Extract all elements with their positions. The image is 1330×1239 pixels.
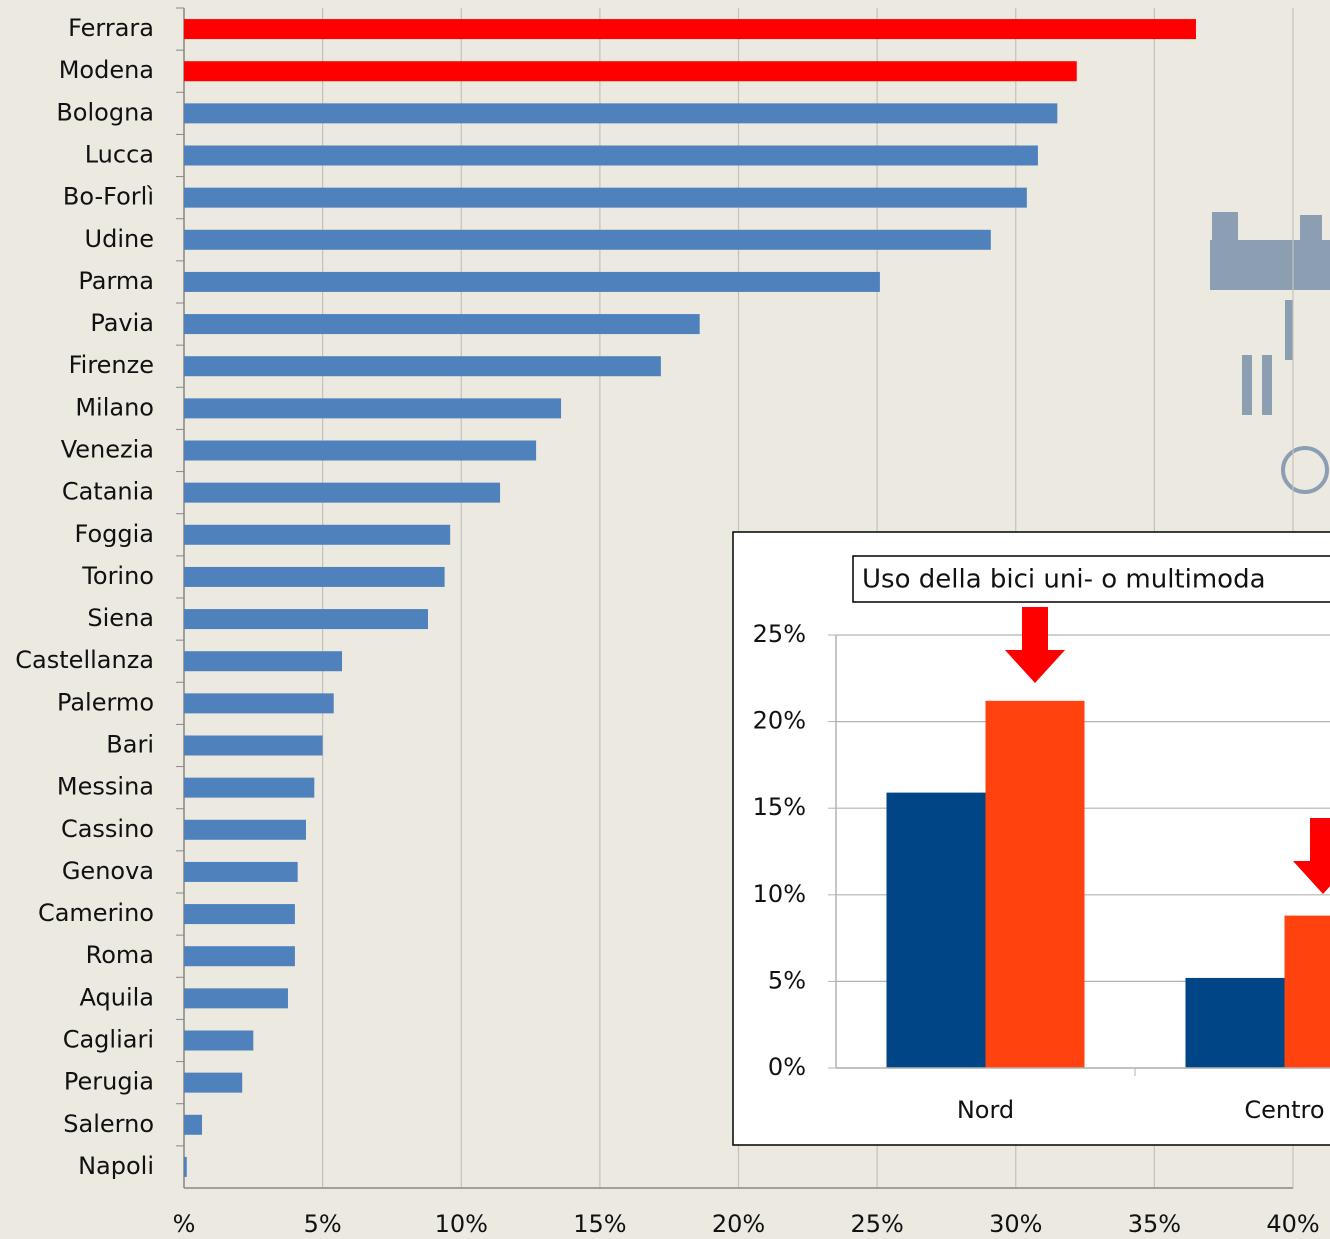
bar: [184, 861, 298, 882]
y-tick-label: 25%: [753, 620, 806, 648]
y-tick-label: Modena: [59, 56, 154, 84]
bar: [184, 988, 288, 1009]
bar: [184, 187, 1027, 208]
city-illustration: [1210, 212, 1330, 494]
y-tick-label: Lucca: [85, 141, 154, 169]
y-tick-label: Messina: [57, 773, 154, 801]
bar: [184, 103, 1058, 124]
arrow: [1293, 818, 1330, 894]
y-tick-label: 10%: [753, 880, 806, 908]
x-tick-label: 20%: [712, 1210, 765, 1238]
bar: [184, 946, 295, 967]
bar: [886, 792, 986, 1068]
x-tick-label: 30%: [989, 1210, 1042, 1238]
bar: [184, 1114, 203, 1135]
bar: [184, 482, 501, 503]
bar: [184, 735, 323, 756]
y-tick-label: Camerino: [38, 899, 154, 927]
y-tick-label: Palermo: [57, 688, 154, 716]
bar: [184, 524, 451, 545]
bar: [184, 693, 334, 714]
y-tick-label: Bo-Forlì: [63, 183, 154, 211]
bar: [184, 1072, 243, 1093]
bar: [184, 1156, 187, 1177]
bar: [184, 1030, 254, 1051]
bar: [184, 271, 880, 292]
x-tick-label: Centro: [1244, 1096, 1324, 1124]
y-tick-label: Catania: [62, 478, 154, 506]
y-tick-label: Ferrara: [68, 14, 154, 42]
bar: [985, 700, 1085, 1068]
x-tick-label: 25%: [850, 1210, 903, 1238]
y-tick-label: Milano: [75, 393, 154, 421]
y-tick-label: Foggia: [75, 520, 154, 548]
y-tick-label: 20%: [753, 707, 806, 735]
y-tick-label: Torino: [81, 562, 154, 590]
bar: [1185, 977, 1285, 1068]
y-tick-label: Roma: [86, 941, 154, 969]
bar: [184, 61, 1077, 82]
y-tick-label: Perugia: [64, 1068, 154, 1096]
y-tick-label: Bari: [106, 731, 154, 759]
inset-chart: 0% 5% 10% 15% 20% 25% Nord Centro Uso della bici…: [732, 531, 1330, 1146]
y-tick-label: Aquila: [80, 983, 154, 1011]
bar: [184, 819, 306, 840]
inset-title: Uso della bici uni- o multimoda: [862, 565, 1266, 595]
y-tick-label: Bologna: [56, 98, 154, 126]
y-tick-label: Cassino: [61, 815, 154, 843]
bar: [1284, 915, 1330, 1068]
x-tick-label: 15%: [573, 1210, 626, 1238]
bar: [184, 440, 537, 461]
x-tick-label: 40%: [1266, 1210, 1319, 1238]
bar: [184, 314, 700, 335]
bar: [184, 904, 295, 925]
x-tick-label: Nord: [957, 1096, 1014, 1124]
bar: [184, 229, 991, 250]
bar: [184, 19, 1196, 40]
y-tick-label: 15%: [753, 793, 806, 821]
bar: [184, 356, 661, 377]
y-tick-label: Firenze: [69, 351, 154, 379]
inset-title-box: [852, 555, 1330, 603]
bar: [184, 566, 445, 587]
bar: [184, 777, 315, 798]
y-tick-label: Salerno: [63, 1110, 154, 1138]
main-chart: % 5% 10% 15% 20% 25% 30% 35% 40% Ferrara Modena Bol…: [15, 7, 1320, 1238]
x-tick-label: 35%: [1128, 1210, 1181, 1238]
y-tick-label: Cagliari: [63, 1026, 154, 1054]
x-tick-label: %: [173, 1210, 196, 1238]
y-tick-label: Genova: [62, 857, 154, 885]
y-tick-label: Pavia: [90, 309, 154, 337]
bar: [184, 609, 428, 630]
y-tick-label: Castellanza: [15, 646, 154, 674]
y-tick-label: 0%: [768, 1053, 806, 1081]
bar: [184, 651, 343, 672]
y-tick-label: Napoli: [78, 1152, 154, 1180]
bar: [184, 398, 562, 419]
y-tick-label: Parma: [78, 267, 154, 295]
y-tick-label: Siena: [87, 604, 154, 632]
x-tick-label: 10%: [435, 1210, 488, 1238]
bar: [184, 145, 1038, 166]
y-tick-label: Udine: [85, 225, 154, 253]
y-tick-label: 5%: [768, 966, 806, 994]
arrow: [1005, 607, 1065, 683]
x-tick-label: 5%: [304, 1210, 342, 1238]
y-tick-label: Venezia: [61, 436, 154, 464]
